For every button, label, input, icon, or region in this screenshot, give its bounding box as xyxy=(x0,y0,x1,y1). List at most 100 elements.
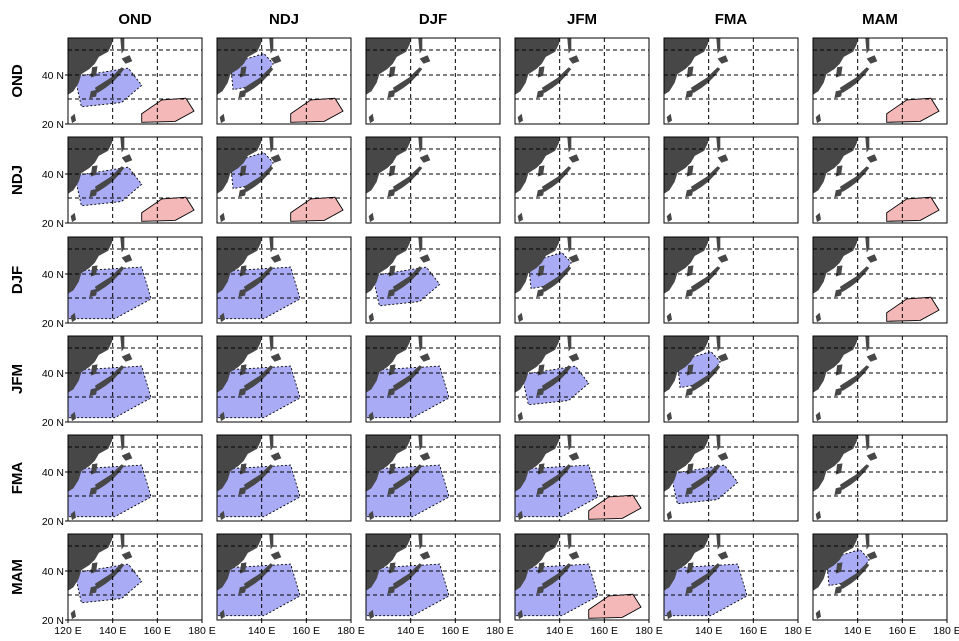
land-mass xyxy=(839,464,870,490)
land-mass xyxy=(839,563,870,589)
land-mass xyxy=(270,353,282,362)
x-tick-label: 140 E xyxy=(546,625,573,637)
land-mass xyxy=(813,534,858,591)
map-panel-ond-fma xyxy=(663,37,799,125)
land-mass xyxy=(219,411,225,422)
land-mass xyxy=(685,387,694,397)
positive-anomaly-area xyxy=(290,196,344,222)
land-mass xyxy=(121,551,133,560)
y-tick-label: 20 N xyxy=(42,318,64,330)
map-panel-ndj-mam xyxy=(812,136,948,224)
map-panel-fma-djf xyxy=(365,434,501,522)
map-panel-mam-jfm xyxy=(514,533,650,621)
land-mass xyxy=(568,55,580,64)
panel-frame xyxy=(67,236,203,324)
land-mass xyxy=(419,254,431,263)
panel-frame xyxy=(663,533,799,621)
land-mass xyxy=(387,288,396,298)
land-mass xyxy=(217,336,262,393)
land-mass xyxy=(94,563,125,589)
land-mass xyxy=(865,534,870,550)
positive-anomaly-area xyxy=(141,97,195,123)
land-mass xyxy=(664,38,709,95)
land-mass xyxy=(368,312,374,323)
land-mass xyxy=(517,113,523,124)
negative-anomaly-area xyxy=(515,464,599,518)
land-mass xyxy=(813,38,858,95)
land-mass xyxy=(121,353,133,362)
x-tick-label: 160 E xyxy=(144,625,171,637)
row-title: DJF xyxy=(9,266,26,294)
map-panel-djf-ndj xyxy=(216,236,352,324)
y-tick-label: 40 N xyxy=(42,169,64,181)
y-tick-label: 40 N xyxy=(42,70,64,82)
land-mass xyxy=(866,353,878,362)
positive-anomaly-area xyxy=(886,296,940,322)
land-mass xyxy=(120,534,125,550)
land-mass xyxy=(120,336,125,352)
land-mass xyxy=(392,266,423,292)
land-mass xyxy=(690,166,721,192)
negative-anomaly-area xyxy=(68,365,152,419)
panel-frame xyxy=(514,335,650,423)
land-mass xyxy=(269,336,274,352)
panel-frame xyxy=(216,37,352,125)
map-panel-mam-ndj xyxy=(216,533,352,621)
land-mass xyxy=(839,166,870,192)
y-tick-label: 40 N xyxy=(42,368,64,380)
negative-anomaly-area xyxy=(366,464,450,518)
x-tick-label: 180 E xyxy=(784,625,811,637)
x-tick-label: 160 E xyxy=(889,625,916,637)
y-tick-label: 40 N xyxy=(42,566,64,578)
row-title: NDJ xyxy=(9,165,26,195)
land-mass xyxy=(219,212,225,223)
land-mass xyxy=(94,464,125,490)
map-panel-ond-ond xyxy=(67,37,203,125)
y-tick-label: 20 N xyxy=(42,119,64,131)
land-mass xyxy=(121,55,133,64)
land-mass xyxy=(515,137,560,194)
panel-frame xyxy=(514,434,650,522)
positive-anomaly-area xyxy=(141,196,195,222)
land-mass xyxy=(89,89,98,99)
land-mass xyxy=(419,353,431,362)
x-tick-label: 180 E xyxy=(486,625,513,637)
land-mass xyxy=(716,336,721,352)
panel-frame xyxy=(365,335,501,423)
land-mass xyxy=(217,237,262,294)
land-mass xyxy=(541,563,572,589)
land-mass xyxy=(866,154,878,163)
map-panels xyxy=(67,37,948,621)
negative-anomaly-area xyxy=(217,464,301,518)
land-mass xyxy=(536,89,545,99)
land-mass xyxy=(68,435,113,492)
land-mass xyxy=(866,452,878,461)
land-mass xyxy=(568,353,580,362)
negative-anomaly-area xyxy=(217,563,301,617)
land-mass xyxy=(515,237,560,294)
column-titles: OND NDJ DJF JFM FMA MAM xyxy=(118,11,898,28)
positive-anomaly-area xyxy=(886,196,940,222)
y-tick-label: 20 N xyxy=(42,615,64,627)
land-mass xyxy=(418,137,423,153)
panel-frame xyxy=(514,136,650,224)
row-title: OND xyxy=(9,64,26,98)
panel-frame xyxy=(514,37,650,125)
map-panel-djf-ond xyxy=(67,236,203,324)
map-panel-ndj-djf xyxy=(365,136,501,224)
panel-frame xyxy=(67,37,203,125)
land-mass xyxy=(717,55,729,64)
x-tick-label: 140 E xyxy=(844,625,871,637)
column-title: NDJ xyxy=(269,11,299,28)
land-mass xyxy=(121,254,133,263)
land-mass xyxy=(815,510,821,521)
land-mass xyxy=(120,435,125,451)
land-mass xyxy=(418,336,423,352)
panel-frame xyxy=(216,533,352,621)
land-mass xyxy=(392,365,423,391)
land-mass xyxy=(269,38,274,54)
land-mass xyxy=(716,137,721,153)
land-mass xyxy=(94,166,125,192)
map-panel-fma-jfm xyxy=(514,434,650,522)
land-mass xyxy=(217,137,262,194)
